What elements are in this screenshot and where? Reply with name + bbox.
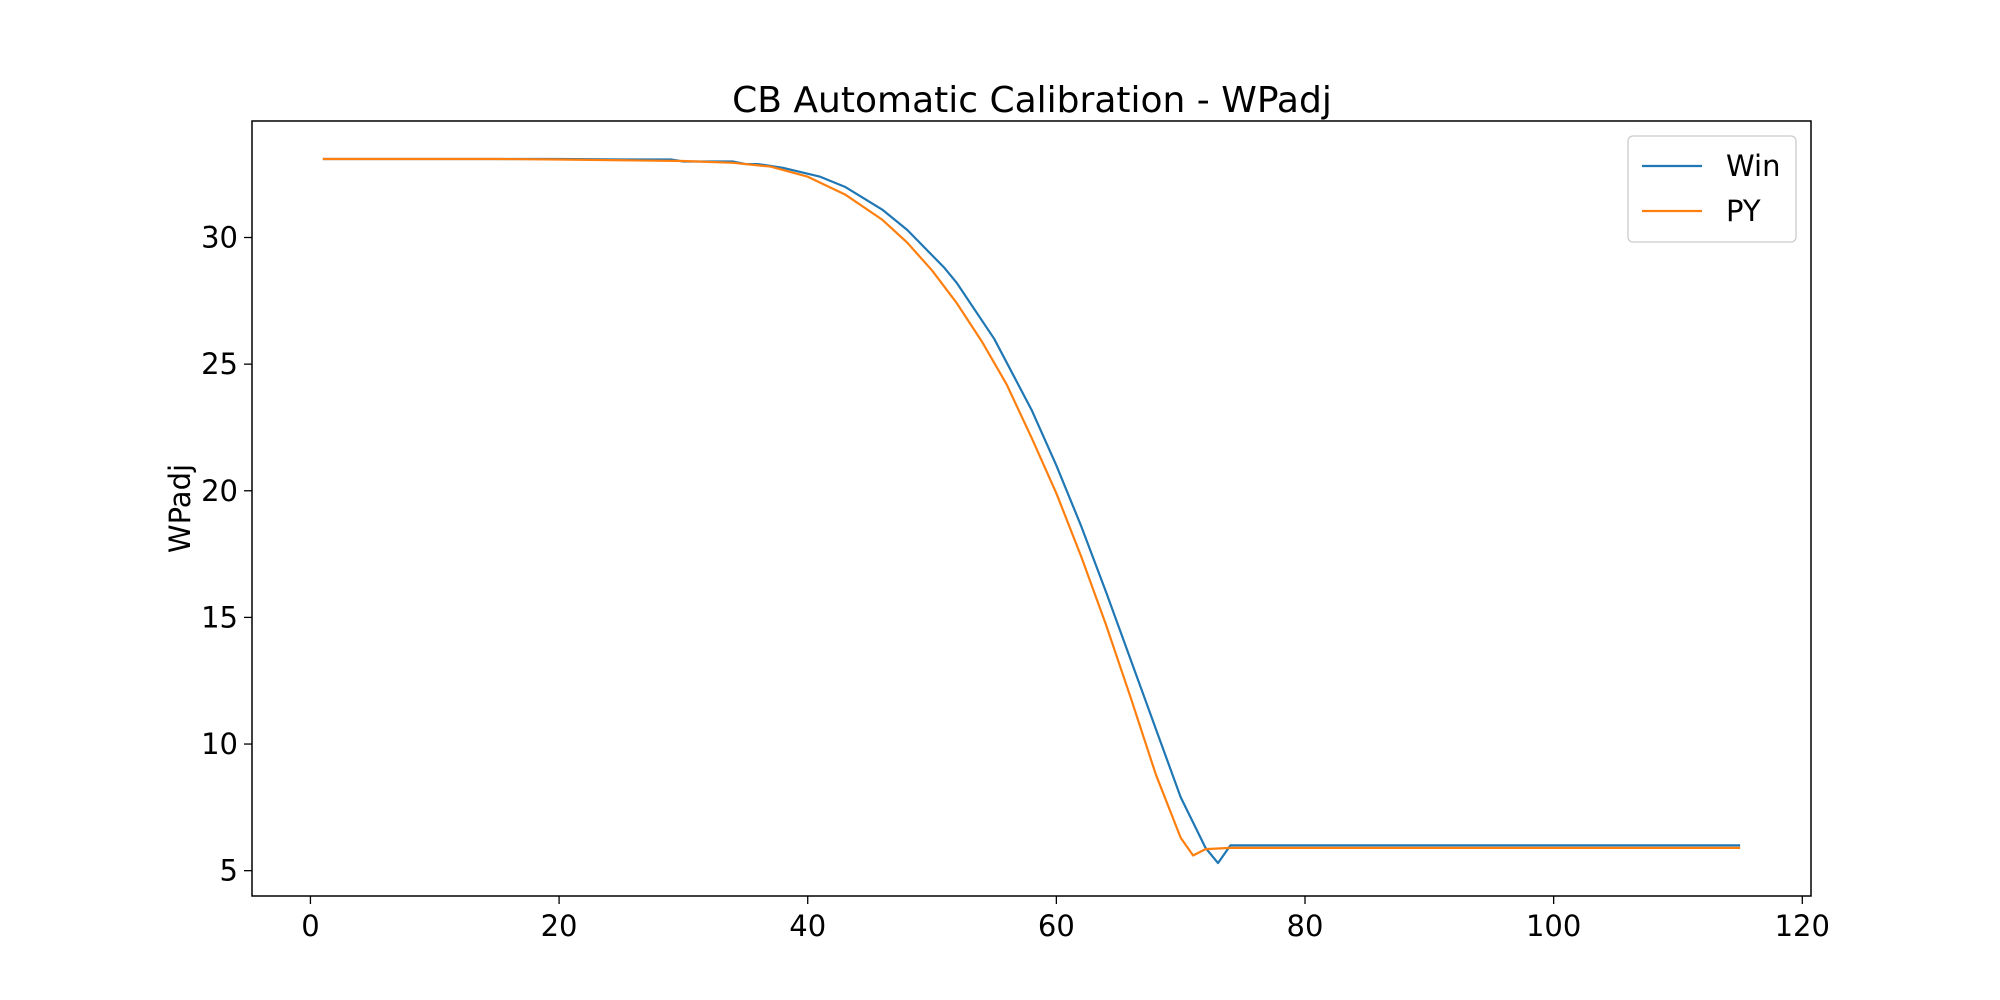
- y-tick-label: 5: [220, 854, 238, 888]
- legend-box: [1627, 135, 1797, 243]
- y-axis: 5 10 15 20 25 30: [201, 221, 252, 888]
- x-tick-label: 80: [1287, 909, 1324, 943]
- y-tick-label: 25: [201, 347, 238, 381]
- x-tick-label: 0: [301, 909, 319, 943]
- x-tick-label: 20: [541, 909, 578, 943]
- y-axis-label: WPadj: [163, 464, 197, 553]
- y-tick-label: 30: [201, 221, 238, 255]
- chart-title: CB Automatic Calibration - WPadj: [732, 80, 1332, 121]
- legend-label-win: Win: [1726, 149, 1780, 183]
- y-tick-label: 10: [201, 727, 238, 761]
- legend-label-py: PY: [1726, 194, 1761, 228]
- x-tick-label: 100: [1526, 909, 1581, 943]
- plot-area: 0 20 40 60 80 100 120 5 10 15 20 25 30: [201, 120, 1830, 943]
- y-tick-label: 15: [201, 600, 238, 634]
- lines-layer: [322, 157, 1741, 865]
- y-tick-label: 20: [201, 474, 238, 508]
- x-tick-label: 40: [789, 909, 826, 943]
- x-tick-label: 60: [1038, 909, 1075, 943]
- x-axis: 0 20 40 60 80 100 120: [301, 896, 1830, 943]
- series-line-py: [322, 157, 1741, 857]
- legend: Win PY: [1627, 135, 1797, 243]
- x-tick-label: 120: [1775, 909, 1830, 943]
- plot-frame: [251, 120, 1812, 897]
